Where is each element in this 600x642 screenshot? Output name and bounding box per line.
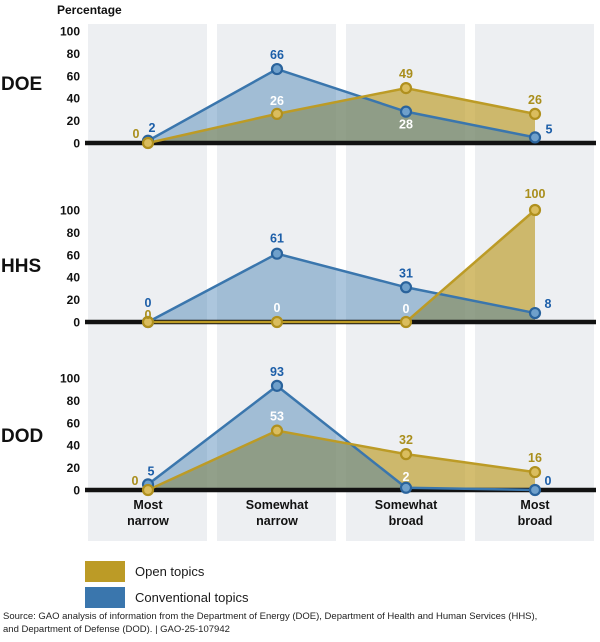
conventional-value-label: 5 [546, 122, 553, 136]
y-tick-label: 100 [60, 204, 80, 218]
open-value-label: 26 [270, 94, 284, 108]
source-line-1: Source: GAO analysis of information from… [3, 611, 538, 622]
x-axis-label-most-broad: Most broad [517, 498, 553, 528]
open-topics-line [148, 209, 536, 324]
y-tick-label: 0 [73, 316, 80, 330]
open-data-point [141, 315, 155, 329]
legend-item-conventional-topics: Conventional topics [85, 587, 248, 608]
y-tick-label: 20 [67, 114, 81, 128]
y-tick-label: 60 [67, 69, 81, 83]
row-label-hhs: HHS [1, 256, 42, 277]
open-data-point [528, 465, 542, 479]
open-value-label: 26 [528, 93, 542, 107]
legend-swatch-conventional-topics [85, 587, 125, 608]
x-axis-label-most-narrow: Most narrow [127, 498, 169, 528]
open-value-label: 16 [528, 451, 542, 465]
conventional-data-point [399, 281, 413, 294]
legend-label-open-topics: Open topics [135, 564, 205, 579]
conventional-data-point [270, 62, 284, 76]
row-label-doe: DOE [1, 74, 43, 95]
y-axis-title: Percentage [57, 3, 122, 17]
conventional-value-label: 0 [145, 296, 152, 310]
conventional-value-label: 2 [149, 121, 156, 135]
open-topics-line [147, 86, 536, 145]
row-label-dod: DOD [1, 426, 44, 447]
legend-swatch-open-topics [85, 561, 125, 582]
legend-item-open-topics: Open topics [85, 561, 248, 582]
open-value-label: 0 [403, 302, 410, 316]
open-data-point [399, 448, 413, 461]
conventional-value-label: 61 [270, 232, 284, 246]
y-tick-label: 20 [67, 293, 81, 307]
y-tick-label: 40 [67, 439, 81, 453]
conventional-value-label: 93 [270, 365, 284, 379]
open-value-label: 0 [145, 308, 152, 322]
open-value-label: 53 [270, 410, 284, 424]
legend: Open topics Conventional topics [85, 561, 248, 613]
conventional-topics-line [147, 67, 536, 142]
conventional-data-point [399, 481, 413, 494]
y-tick-label: 20 [67, 461, 81, 475]
open-value-label: 32 [399, 433, 413, 447]
conventional-data-point [270, 379, 284, 392]
y-tick-label: 60 [67, 416, 81, 430]
y-tick-label: 100 [60, 25, 80, 39]
conventional-topics-line [147, 384, 536, 492]
open-data-point [270, 315, 284, 329]
open-value-label: 0 [274, 301, 281, 315]
open-data-point [399, 82, 413, 95]
open-data-point [528, 203, 542, 217]
open-data-point [270, 107, 284, 120]
conventional-value-label: 28 [399, 118, 413, 132]
open-topics-line [147, 429, 536, 492]
open-value-label: 49 [399, 67, 413, 81]
open-data-point [528, 107, 542, 120]
conventional-value-label: 5 [148, 464, 155, 478]
conventional-value-label: 0 [545, 474, 552, 488]
y-tick-label: 0 [73, 137, 80, 151]
open-data-point [141, 483, 155, 497]
conventional-value-label: 2 [403, 470, 410, 484]
open-value-label: 0 [133, 127, 140, 141]
y-tick-label: 80 [67, 47, 81, 61]
y-tick-label: 60 [67, 248, 81, 262]
y-tick-label: 40 [67, 92, 81, 106]
y-tick-label: 100 [60, 372, 80, 386]
conventional-topics-line [147, 252, 536, 324]
open-data-point [399, 315, 413, 329]
y-tick-label: 0 [73, 484, 80, 498]
open-topics-area [148, 88, 535, 143]
legend-label-conventional-topics: Conventional topics [135, 590, 249, 605]
conventional-value-label: 8 [545, 297, 552, 311]
y-tick-label: 80 [67, 394, 81, 408]
x-axis-label-somewhat-broad: Somewhat broad [374, 498, 438, 528]
conventional-data-point [528, 306, 542, 320]
open-value-label: 100 [525, 187, 546, 201]
open-data-point [270, 424, 284, 437]
conventional-data-point [270, 247, 284, 260]
open-value-label: 0 [132, 474, 139, 488]
source-line-2: and Department of Defense (DOD). | GAO-2… [3, 623, 230, 635]
y-tick-label: 40 [67, 271, 81, 285]
conventional-value-label: 66 [270, 48, 284, 62]
x-axis-label-somewhat-narrow: Somewhat narrow [245, 498, 309, 528]
conventional-data-point [528, 131, 542, 144]
y-tick-label: 80 [67, 226, 81, 240]
source-note: Source: GAO analysis of information from… [3, 611, 537, 636]
conventional-data-point [528, 483, 542, 497]
conventional-value-label: 31 [399, 266, 413, 280]
conventional-data-point [399, 105, 413, 118]
open-data-point [141, 136, 155, 150]
